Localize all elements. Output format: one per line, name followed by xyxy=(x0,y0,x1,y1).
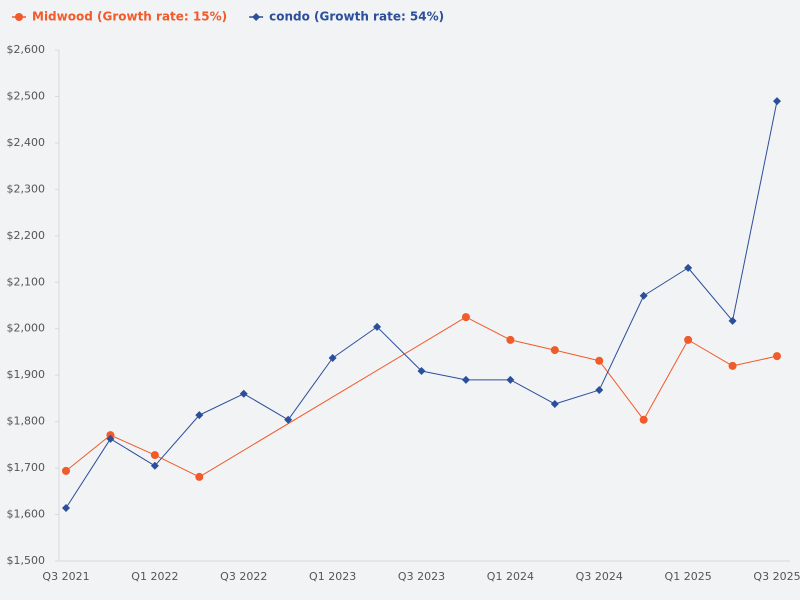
data-point xyxy=(417,367,426,376)
series-line xyxy=(332,326,378,359)
data-point xyxy=(639,291,648,300)
legend-marker xyxy=(15,13,23,21)
y-tick-label: $1,800 xyxy=(7,415,46,428)
data-point xyxy=(461,375,470,384)
series-line xyxy=(65,438,111,509)
data-point xyxy=(639,415,648,424)
series-line xyxy=(598,295,645,391)
x-tick-label: Q1 2023 xyxy=(309,570,356,583)
data-point xyxy=(684,263,693,272)
series-line xyxy=(421,370,467,381)
data-point xyxy=(595,356,604,365)
y-tick-label: $2,300 xyxy=(7,182,46,195)
y-tick-label: $1,900 xyxy=(7,368,46,381)
data-point xyxy=(773,352,781,361)
data-point xyxy=(62,466,70,475)
x-tick-label: Q1 2024 xyxy=(487,570,534,583)
data-point xyxy=(773,97,781,106)
data-point xyxy=(195,411,204,420)
series-line xyxy=(287,357,334,421)
data-point xyxy=(461,313,470,322)
y-tick-label: $2,600 xyxy=(7,43,46,56)
data-point xyxy=(150,461,159,470)
series-line xyxy=(199,316,467,478)
y-tick-label: $2,500 xyxy=(7,89,46,102)
series-line xyxy=(465,316,511,341)
data-point xyxy=(150,451,159,460)
series-line xyxy=(732,101,778,321)
x-tick-label: Q3 2024 xyxy=(576,570,623,583)
series-line xyxy=(65,434,111,472)
series-line xyxy=(687,339,733,367)
series-line xyxy=(643,267,689,297)
legend-marker xyxy=(252,13,261,21)
data-point xyxy=(728,316,737,325)
y-tick-label: $2,200 xyxy=(7,229,46,242)
series-line xyxy=(510,379,556,405)
series-line xyxy=(199,393,244,416)
data-point xyxy=(550,399,559,408)
series-line xyxy=(110,434,156,456)
y-tick-label: $2,100 xyxy=(7,275,46,288)
y-tick-label: $1,500 xyxy=(7,554,46,567)
series-line xyxy=(732,355,778,367)
data-point xyxy=(284,415,293,424)
legend-label[interactable]: condo (Growth rate: 54%) xyxy=(269,10,444,24)
y-tick-label: $2,400 xyxy=(7,136,46,149)
series-line xyxy=(510,339,555,351)
data-point xyxy=(506,375,515,384)
series-line xyxy=(643,339,689,421)
y-tick-label: $1,700 xyxy=(7,461,46,474)
data-point xyxy=(195,472,204,481)
data-point xyxy=(550,346,559,355)
series-line xyxy=(554,349,600,362)
series-line xyxy=(154,454,200,478)
series-line xyxy=(154,414,200,467)
x-tick-label: Q3 2022 xyxy=(220,570,267,583)
series-line xyxy=(687,267,733,322)
data-point xyxy=(106,434,115,443)
series-line xyxy=(243,393,289,421)
series-line xyxy=(554,389,600,405)
series-line xyxy=(598,360,645,421)
data-point xyxy=(595,386,604,395)
series-line xyxy=(110,438,156,467)
data-point xyxy=(239,389,248,398)
data-point xyxy=(728,361,737,370)
x-tick-label: Q3 2025 xyxy=(753,570,800,583)
legend-label[interactable]: Midwood (Growth rate: 15%) xyxy=(32,10,227,24)
x-tick-label: Q3 2023 xyxy=(398,570,445,583)
x-tick-label: Q3 2021 xyxy=(42,570,89,583)
data-point xyxy=(62,504,70,513)
x-tick-label: Q1 2025 xyxy=(665,570,712,583)
y-tick-label: $1,600 xyxy=(7,508,46,521)
data-point xyxy=(373,322,382,331)
data-point xyxy=(684,335,693,344)
data-point xyxy=(506,335,515,344)
x-tick-label: Q1 2022 xyxy=(131,570,178,583)
series-line xyxy=(376,326,422,372)
y-tick-label: $2,000 xyxy=(7,322,46,335)
data-point xyxy=(328,353,337,362)
